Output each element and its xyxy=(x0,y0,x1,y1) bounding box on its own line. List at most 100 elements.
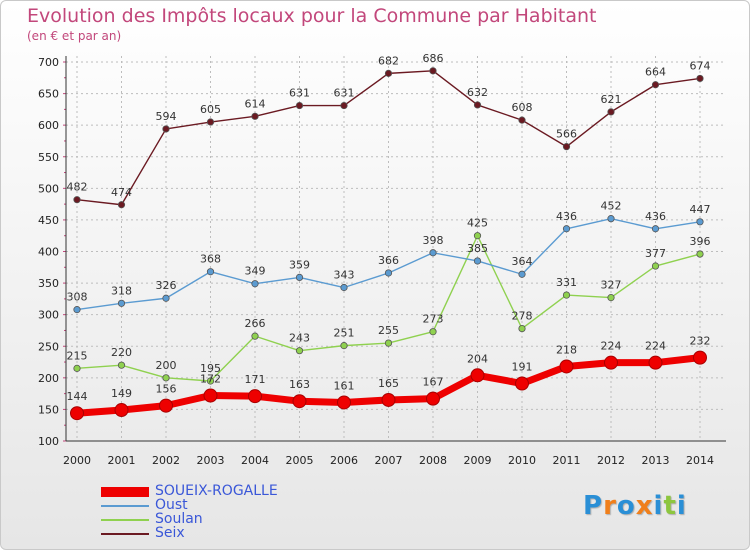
data-label: 447 xyxy=(690,203,711,216)
data-label: 359 xyxy=(289,258,310,271)
data-label: 218 xyxy=(556,343,577,356)
chart-subtitle: (en € et par an) xyxy=(27,29,122,43)
chart-title: Evolution des Impôts locaux pour la Comm… xyxy=(27,5,597,27)
data-point xyxy=(114,403,129,418)
logo-letter: x xyxy=(635,491,654,521)
y-tick-label: 600 xyxy=(38,119,59,132)
data-label: 436 xyxy=(556,210,577,223)
data-point xyxy=(651,81,660,89)
x-tick-label: 2001 xyxy=(108,454,136,467)
logo-letter: r xyxy=(603,491,617,521)
data-label: 482 xyxy=(67,181,88,194)
logo-letter: i xyxy=(676,491,687,521)
data-label: 368 xyxy=(200,253,221,266)
data-point xyxy=(384,269,393,277)
x-tick-label: 2008 xyxy=(419,454,447,467)
data-label: 144 xyxy=(67,390,88,403)
data-label: 156 xyxy=(156,383,177,396)
x-tick-label: 2003 xyxy=(197,454,225,467)
data-point xyxy=(518,116,526,124)
data-point xyxy=(295,101,304,110)
data-point xyxy=(696,250,704,258)
y-tick-label: 300 xyxy=(38,309,59,322)
logo-letter: o xyxy=(616,491,636,521)
data-label: 349 xyxy=(245,265,266,278)
data-label: 385 xyxy=(467,242,488,255)
data-point xyxy=(295,347,304,355)
data-point xyxy=(340,283,348,292)
y-tick-label: 450 xyxy=(38,214,59,227)
legend-swatch xyxy=(101,505,149,507)
data-label: 163 xyxy=(289,378,310,391)
data-label: 631 xyxy=(289,87,310,100)
data-label: 396 xyxy=(690,235,711,248)
x-tick-label: 2007 xyxy=(375,454,403,467)
data-point xyxy=(70,406,84,421)
data-label: 273 xyxy=(423,313,444,326)
data-label: 243 xyxy=(289,332,310,345)
data-label: 566 xyxy=(556,128,577,141)
data-label: 149 xyxy=(111,387,132,400)
data-point xyxy=(73,306,81,314)
data-label: 377 xyxy=(645,247,666,260)
data-point xyxy=(162,125,170,133)
data-point xyxy=(473,257,482,265)
data-point xyxy=(117,201,126,209)
data-point xyxy=(604,355,618,370)
data-label: 621 xyxy=(601,93,622,106)
data-label: 232 xyxy=(690,335,711,348)
data-label: 364 xyxy=(512,255,533,268)
data-point xyxy=(73,196,81,204)
data-label: 165 xyxy=(378,377,399,390)
y-tick-label: 250 xyxy=(38,340,59,353)
y-tick-label: 700 xyxy=(38,56,59,69)
data-point xyxy=(295,273,304,281)
data-label: 220 xyxy=(111,346,132,359)
x-tick-label: 2013 xyxy=(642,454,670,467)
x-tick-label: 2014 xyxy=(686,454,714,467)
data-point xyxy=(559,359,574,374)
data-label: 318 xyxy=(111,284,132,297)
x-tick-label: 2010 xyxy=(508,454,536,467)
data-label: 664 xyxy=(645,66,666,79)
data-point xyxy=(696,74,704,83)
data-label: 614 xyxy=(245,97,266,110)
data-point xyxy=(470,368,485,383)
data-point xyxy=(429,328,437,336)
data-point xyxy=(381,392,396,407)
data-label: 266 xyxy=(245,317,266,330)
data-label: 366 xyxy=(378,254,399,267)
data-point xyxy=(518,324,526,333)
data-label: 171 xyxy=(245,373,266,386)
data-point xyxy=(651,225,660,233)
data-point xyxy=(337,395,351,410)
logo-letter: i xyxy=(653,491,664,521)
data-point xyxy=(162,294,170,302)
data-point xyxy=(117,361,126,369)
y-tick-label: 650 xyxy=(38,88,59,101)
y-tick-label: 550 xyxy=(38,151,59,164)
data-label: 172 xyxy=(200,373,221,386)
data-point xyxy=(693,350,707,365)
data-label: 326 xyxy=(156,279,177,292)
data-point xyxy=(162,374,170,382)
data-point xyxy=(651,262,660,270)
y-tick-label: 400 xyxy=(38,246,59,259)
y-tick-label: 350 xyxy=(38,277,59,290)
data-point xyxy=(429,249,437,257)
legend-label: Soulan xyxy=(155,511,203,527)
data-label: 327 xyxy=(601,279,622,292)
x-tick-label: 2004 xyxy=(241,454,269,467)
legend-label: Oust xyxy=(155,497,188,513)
data-point xyxy=(648,355,663,370)
x-tick-label: 2009 xyxy=(464,454,492,467)
y-tick-label: 200 xyxy=(38,372,59,385)
data-point xyxy=(206,118,215,126)
y-tick-label: 500 xyxy=(38,182,59,195)
data-label: 631 xyxy=(334,87,355,100)
data-label: 674 xyxy=(690,59,711,72)
data-label: 215 xyxy=(67,349,88,362)
x-tick-label: 2002 xyxy=(152,454,180,467)
